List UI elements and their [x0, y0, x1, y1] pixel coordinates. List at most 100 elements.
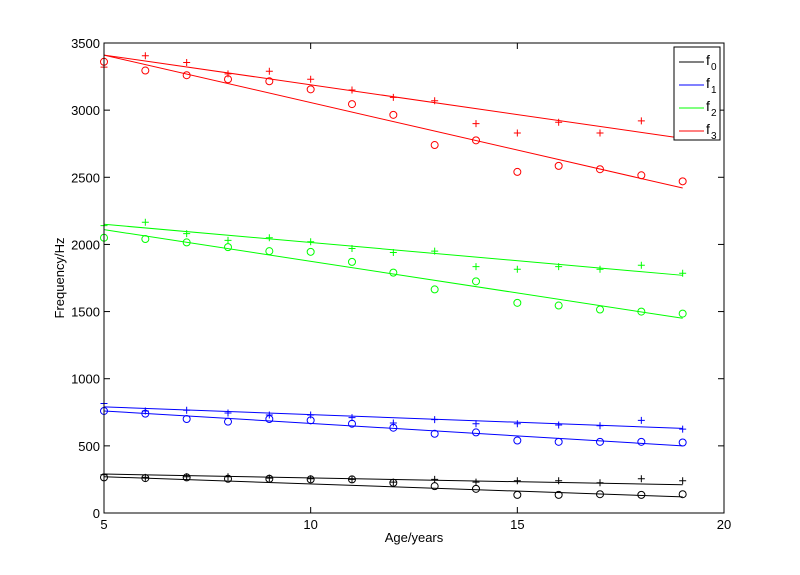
circle-marker — [596, 490, 604, 499]
plus-marker — [679, 269, 687, 277]
circle-marker — [265, 415, 274, 423]
legend-label: f — [706, 52, 710, 68]
circle-marker — [141, 66, 150, 75]
plus-marker — [596, 129, 604, 137]
plus-marker — [389, 248, 397, 256]
plus-marker — [307, 75, 315, 83]
plus-marker — [679, 477, 687, 485]
circle-marker — [224, 243, 232, 252]
legend-subscript: 2 — [711, 108, 717, 119]
plus-marker — [637, 416, 645, 424]
circle-marker — [678, 309, 687, 318]
plus-marker — [555, 263, 563, 271]
legend-label: f — [706, 98, 710, 114]
circle-marker — [513, 167, 522, 176]
plus-marker — [596, 265, 604, 273]
plus-marker — [389, 419, 397, 427]
circle-marker — [141, 409, 150, 418]
circle-marker — [513, 298, 522, 307]
fit-line-circle — [103, 476, 683, 498]
plot-frame — [103, 42, 725, 514]
y-tick-label: 1500 — [71, 305, 100, 320]
fit-line-circle — [103, 229, 683, 319]
circle-marker — [637, 307, 646, 316]
plus-marker — [637, 117, 645, 125]
plus-marker — [431, 416, 439, 424]
plus-marker — [637, 475, 645, 483]
circle-marker — [554, 437, 563, 446]
circle-marker — [348, 419, 356, 428]
plus-marker — [431, 247, 439, 255]
plus-marker — [183, 58, 191, 66]
plus-marker — [141, 218, 149, 226]
plus-marker — [513, 420, 521, 428]
circle-marker — [182, 415, 191, 423]
plus-marker — [224, 236, 232, 244]
y-tick-label: 2000 — [71, 237, 100, 252]
legend-subscript: 1 — [711, 85, 717, 96]
circle-marker — [472, 136, 480, 145]
plus-marker — [596, 422, 604, 430]
y-tick-label: 500 — [78, 439, 100, 454]
circle-marker — [596, 437, 604, 446]
plus-marker — [637, 261, 645, 269]
circle-marker — [306, 85, 315, 94]
plus-marker — [224, 409, 232, 417]
circle-marker — [472, 277, 480, 286]
circle-marker — [554, 301, 563, 310]
x-tick-label: 15 — [510, 517, 524, 532]
circle-marker — [637, 490, 646, 499]
circle-marker — [596, 305, 604, 314]
circle-marker — [224, 75, 232, 84]
circle-marker — [554, 161, 563, 170]
circle-marker — [389, 110, 398, 119]
circle-marker — [430, 141, 439, 150]
circle-marker — [182, 238, 191, 247]
circle-marker — [141, 474, 150, 483]
circle-marker — [637, 171, 646, 180]
plus-marker — [348, 86, 356, 94]
circle-marker — [513, 490, 522, 499]
circle-marker — [472, 484, 480, 493]
circle-marker — [678, 438, 687, 447]
series-f3 — [100, 52, 687, 189]
circle-marker — [348, 257, 356, 266]
circle-marker — [430, 285, 439, 294]
plus-marker — [389, 93, 397, 101]
circle-marker — [513, 436, 522, 445]
plus-marker — [472, 120, 480, 128]
circle-marker — [348, 100, 356, 109]
plus-marker — [183, 406, 191, 414]
x-tick-label: 5 — [100, 517, 107, 532]
plus-marker — [513, 477, 521, 485]
plus-marker — [431, 475, 439, 483]
plus-marker — [596, 479, 604, 487]
series-f1 — [100, 400, 687, 447]
plus-marker — [555, 118, 563, 126]
circle-marker — [224, 474, 232, 483]
circle-marker — [141, 235, 150, 244]
x-tick-label: 20 — [717, 517, 731, 532]
plus-marker — [679, 425, 687, 433]
circle-marker — [265, 77, 274, 86]
circle-marker — [265, 247, 274, 256]
plus-marker — [224, 473, 232, 481]
circle-marker — [389, 423, 398, 432]
y-tick-label: 3000 — [71, 103, 100, 118]
circle-marker — [678, 177, 687, 186]
plus-marker — [183, 230, 191, 238]
circle-marker — [306, 475, 315, 484]
y-tick-label: 2500 — [71, 170, 100, 185]
plus-marker — [555, 477, 563, 485]
plus-marker — [265, 411, 273, 419]
plus-marker — [472, 420, 480, 428]
series-f2 — [100, 218, 687, 319]
fit-line-circle — [103, 410, 683, 447]
x-tick-label: 10 — [303, 517, 317, 532]
plot-data — [100, 52, 687, 499]
legend-label: f — [706, 121, 710, 137]
circle-marker — [596, 165, 604, 174]
